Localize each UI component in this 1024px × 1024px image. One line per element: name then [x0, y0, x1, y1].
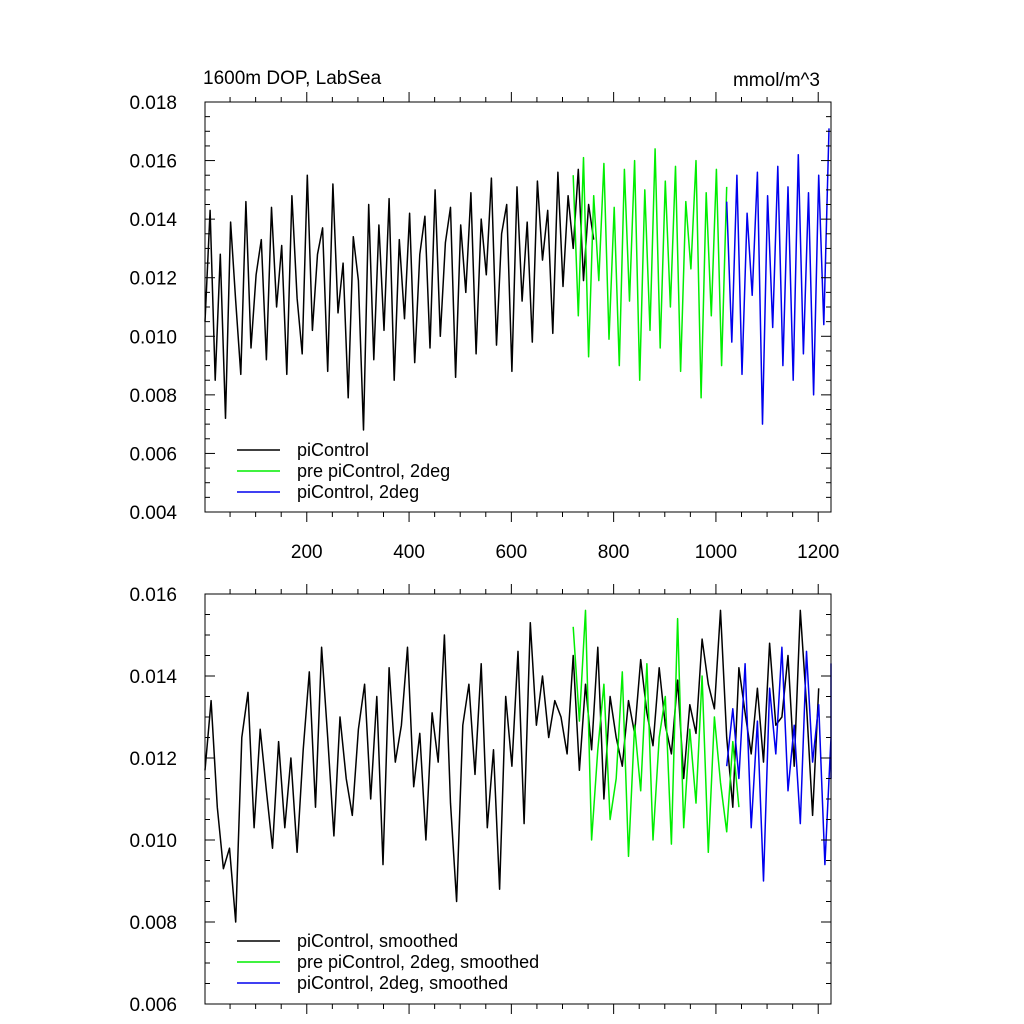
- chart-title: 1600m DOP, LabSea: [203, 68, 382, 89]
- bottom-legend-label-3: piControl, 2deg, smoothed: [297, 973, 508, 993]
- bottom-axis-ticks: 0.006 0.008 0.010 0.012 0.014 0.016: [129, 584, 831, 1016]
- x-tick-label: 200: [291, 542, 323, 563]
- top-legend-label-3: piControl, 2deg: [297, 482, 419, 502]
- bottom-y-tick-label: 0.010: [129, 831, 177, 852]
- bottom-y-tick-label: 0.014: [129, 667, 177, 688]
- top-legend-label-2: pre piControl, 2deg: [297, 461, 450, 481]
- top-y-tick-label: 0.008: [129, 386, 177, 407]
- x-tick-label: 400: [393, 542, 425, 563]
- bottom-series-line-2: [572, 609, 740, 858]
- units-label: mmol/m^3: [733, 70, 820, 91]
- top-y-tick-label: 0.004: [129, 503, 177, 524]
- top-legend-label-1: piControl: [297, 440, 369, 460]
- top-y-tick-label: 0.006: [129, 444, 177, 465]
- bottom-y-tick-label: 0.008: [129, 913, 177, 934]
- x-tick-label: 800: [598, 542, 630, 563]
- top-y-tick-label: 0.016: [129, 152, 177, 173]
- top-chart-panel: 1600m DOP, LabSea mmol/m^3 0.0040.0060.0…: [129, 68, 839, 563]
- top-series-line-1: [204, 168, 595, 431]
- x-tick-label: 1000: [695, 542, 737, 563]
- top-series-line-2: [572, 148, 728, 399]
- x-tick-label: 1200: [797, 542, 839, 563]
- bottom-series-line-1: [204, 609, 820, 923]
- bottom-y-tick-label: 0.012: [129, 749, 177, 770]
- top-y-tick-label: 0.010: [129, 327, 177, 348]
- top-y-tick-label: 0.012: [129, 269, 177, 290]
- top-y-tick-label: 0.014: [129, 210, 177, 231]
- bottom-series-group: [204, 609, 832, 923]
- bottom-y-tick-label: 0.006: [129, 995, 177, 1016]
- bottom-legend-label-1: piControl, smoothed: [297, 931, 458, 951]
- bottom-legend-label-2: pre piControl, 2deg, smoothed: [297, 952, 539, 972]
- x-tick-label: 600: [495, 542, 527, 563]
- top-series-line-3: [725, 128, 830, 425]
- top-y-tick-label: 0.018: [129, 93, 177, 114]
- top-series-group: [204, 128, 830, 431]
- top-axis-ticks: 0.004 0.006 0.008 0.010 0.012 0.014 0.016 0.018…: [129, 92, 839, 563]
- bottom-y-tick-label: 0.016: [129, 585, 177, 606]
- bottom-chart-panel: 0.006 0.008 0.010 0.012 0.014 0.016 piControl…: [129, 584, 832, 1016]
